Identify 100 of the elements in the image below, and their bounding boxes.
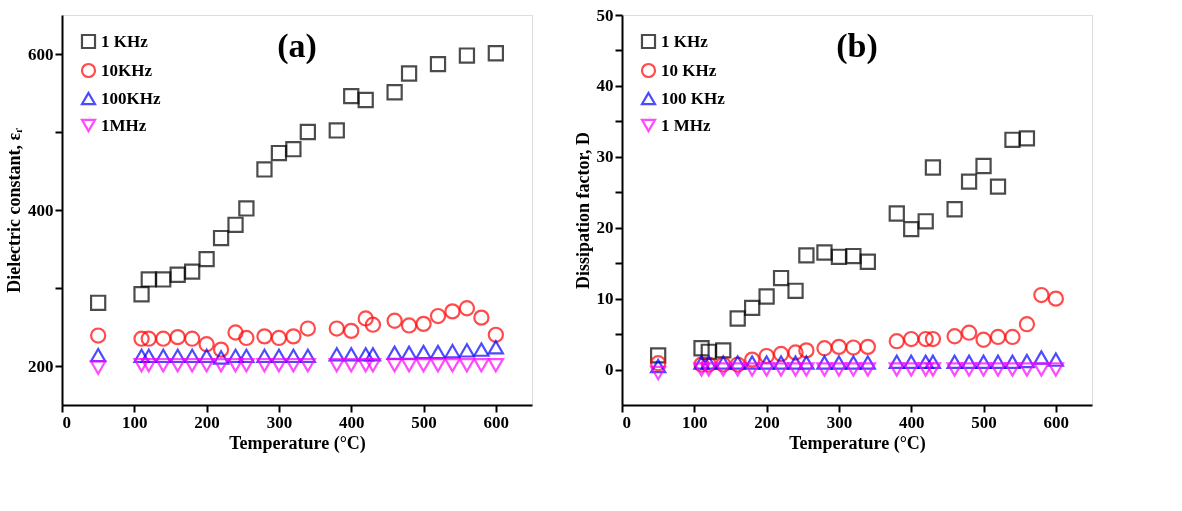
point xyxy=(924,330,942,348)
point xyxy=(743,299,761,317)
point xyxy=(924,354,942,369)
point xyxy=(960,362,978,377)
point xyxy=(975,331,992,348)
point xyxy=(285,348,302,364)
point xyxy=(198,336,215,353)
point xyxy=(133,330,150,347)
point xyxy=(227,348,244,364)
point xyxy=(357,347,374,362)
point xyxy=(798,342,815,359)
point xyxy=(859,362,877,377)
point xyxy=(845,247,862,265)
point xyxy=(772,345,790,363)
point xyxy=(830,248,848,265)
point xyxy=(798,247,815,264)
annotation: (b) xyxy=(836,27,878,65)
point xyxy=(989,328,1007,346)
y-axis-title: Dielectric constant, εᵣ xyxy=(4,127,24,293)
point xyxy=(845,362,862,377)
point xyxy=(256,161,273,178)
point xyxy=(693,362,710,377)
point xyxy=(917,213,934,230)
point xyxy=(328,358,345,373)
point xyxy=(415,315,432,333)
point xyxy=(227,216,244,233)
point xyxy=(859,253,877,270)
x-tick-label: 100 xyxy=(122,412,148,432)
point xyxy=(458,300,476,317)
x-tick-label: 200 xyxy=(754,412,780,432)
point xyxy=(830,355,848,370)
point xyxy=(270,144,288,162)
point xyxy=(155,330,172,347)
point xyxy=(444,303,461,320)
x-tick-label: 500 xyxy=(411,412,437,432)
point xyxy=(1004,328,1021,346)
point xyxy=(183,330,201,347)
point xyxy=(845,339,862,356)
point xyxy=(888,362,905,377)
point xyxy=(400,317,418,334)
point xyxy=(238,348,255,364)
point xyxy=(328,347,345,362)
point xyxy=(700,343,717,360)
legend-label: 1 KHz xyxy=(101,31,149,51)
point xyxy=(888,333,905,350)
point xyxy=(343,87,360,105)
point xyxy=(328,320,345,337)
point xyxy=(227,358,244,373)
x-tick-label: 300 xyxy=(826,412,853,432)
y-tick-label: 30 xyxy=(596,147,614,167)
point xyxy=(429,307,447,325)
point xyxy=(212,341,230,358)
point xyxy=(444,358,461,373)
point xyxy=(903,330,920,348)
point xyxy=(183,348,201,364)
point xyxy=(859,338,877,356)
point xyxy=(1018,316,1036,333)
point xyxy=(473,358,490,373)
point xyxy=(238,329,255,347)
x-tick-label: 400 xyxy=(338,412,365,432)
legend-label: 10KHz xyxy=(101,60,153,80)
point xyxy=(364,358,382,373)
point xyxy=(960,354,978,369)
point xyxy=(415,358,432,373)
point xyxy=(256,358,273,373)
y-tick-label: 40 xyxy=(596,76,614,96)
x-tick-label: 200 xyxy=(194,412,220,432)
y-tick-label: 400 xyxy=(28,200,54,220)
point xyxy=(270,329,288,347)
point xyxy=(924,362,942,377)
y-tick-label: 200 xyxy=(28,356,54,376)
point xyxy=(487,340,505,355)
point xyxy=(729,310,746,327)
point xyxy=(1033,350,1050,365)
point xyxy=(787,282,804,300)
point xyxy=(917,362,934,377)
point xyxy=(169,266,186,283)
x-axis-title: Temperature (°C) xyxy=(229,432,366,454)
x-axis-title: Temperature (°C) xyxy=(789,432,926,454)
point xyxy=(183,263,201,280)
point xyxy=(946,328,963,345)
x-tick-label: 300 xyxy=(266,412,293,432)
point xyxy=(169,358,186,373)
point xyxy=(140,271,157,288)
point xyxy=(212,229,230,247)
point xyxy=(1018,362,1036,377)
y-tick-label: 10 xyxy=(596,289,614,309)
legend-label: 100KHz xyxy=(101,88,161,108)
point xyxy=(845,355,862,370)
point xyxy=(198,250,215,268)
point xyxy=(1033,286,1050,304)
legend-label: 100 KHz xyxy=(661,88,726,108)
point xyxy=(758,347,775,365)
y-tick-label: 0 xyxy=(605,360,614,380)
point xyxy=(975,362,992,377)
point xyxy=(798,362,815,377)
x-tick-label: 0 xyxy=(62,412,71,432)
point xyxy=(729,362,746,377)
point xyxy=(1004,131,1021,148)
point xyxy=(715,342,732,359)
